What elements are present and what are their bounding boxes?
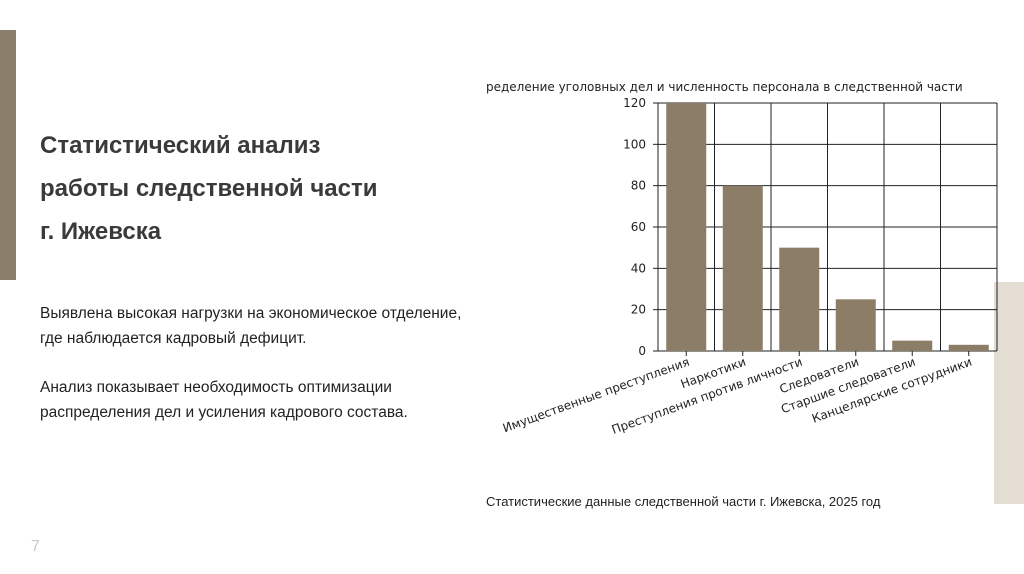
chart-bar bbox=[892, 340, 933, 351]
chart-svg: ределение уголовных дел и численность пе… bbox=[486, 80, 998, 437]
chart-bar bbox=[779, 247, 820, 351]
y-tick-label: 40 bbox=[631, 261, 646, 275]
right-accent-bar bbox=[994, 282, 1024, 504]
y-tick-label: 60 bbox=[631, 220, 646, 234]
y-tick-label: 20 bbox=[631, 303, 646, 317]
chart-bar bbox=[722, 185, 763, 351]
page-number: 7 bbox=[31, 538, 40, 555]
finding-paragraph: Выявлена высокая нагрузки на экономическ… bbox=[40, 305, 462, 347]
chart-bar bbox=[948, 344, 989, 351]
x-tick-label: Имущественные преступления bbox=[501, 355, 691, 436]
slide-title: Статистический анализ работы следственно… bbox=[40, 132, 378, 245]
y-tick-label: 120 bbox=[623, 96, 646, 110]
chart-title: ределение уголовных дел и численность пе… bbox=[486, 80, 963, 94]
y-tick-label: 0 bbox=[638, 344, 646, 358]
y-tick-label: 100 bbox=[623, 137, 646, 151]
chart-caption: Статистические данные следственной части… bbox=[486, 494, 881, 509]
y-tick-label: 80 bbox=[631, 179, 646, 193]
left-accent-bar bbox=[0, 30, 16, 280]
bar-chart: ределение уголовных дел и численность пе… bbox=[480, 70, 1000, 510]
conclusion-paragraph: Анализ показывает необходимость оптимиза… bbox=[40, 379, 408, 421]
chart-bar bbox=[666, 103, 707, 351]
chart-bar bbox=[835, 299, 876, 351]
